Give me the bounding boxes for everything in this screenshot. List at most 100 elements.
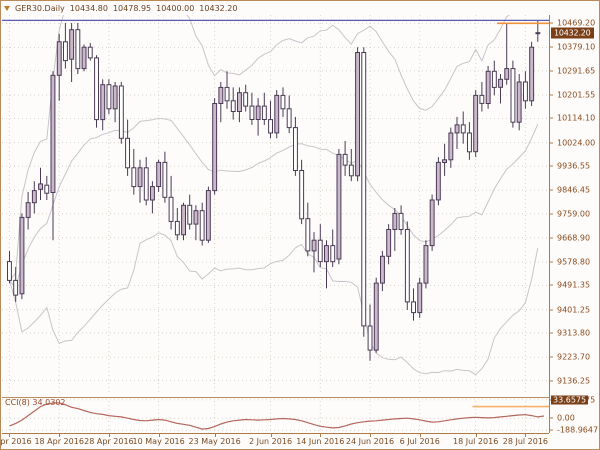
candle-body bbox=[143, 167, 149, 201]
price-axis-label: 10201.55 bbox=[557, 90, 596, 100]
candle bbox=[324, 240, 329, 289]
bollinger-middle-line bbox=[9, 117, 539, 289]
candle-body bbox=[491, 70, 497, 88]
date-axis-label: 18 Jul 2016 bbox=[453, 437, 499, 446]
candle bbox=[411, 288, 417, 321]
cci-axis-tick bbox=[549, 429, 553, 431]
bollinger-lower-line bbox=[9, 232, 539, 376]
price-axis-label: 9668.90 bbox=[557, 233, 591, 243]
date-axis-tick bbox=[9, 433, 11, 437]
candle bbox=[125, 119, 130, 176]
candle-body bbox=[137, 167, 143, 188]
candle-body bbox=[131, 167, 137, 188]
date-axis-tick bbox=[525, 433, 527, 437]
candle bbox=[348, 149, 354, 182]
date-axis-tick bbox=[320, 433, 322, 437]
date-axis-label: 23 May 2016 bbox=[188, 437, 241, 446]
candle bbox=[199, 202, 205, 246]
candle bbox=[435, 157, 441, 206]
candle bbox=[224, 71, 230, 109]
candle-body bbox=[87, 46, 93, 59]
price-axis-label: 10114.10 bbox=[557, 113, 596, 123]
cci-axis-label: 0.00 bbox=[557, 413, 575, 423]
candle-body bbox=[125, 137, 130, 169]
cci-indicator-pane[interactable] bbox=[2, 397, 549, 433]
candle-body bbox=[249, 105, 255, 120]
candle-body bbox=[50, 74, 56, 193]
cci-name-label: CCI(8) bbox=[5, 398, 30, 407]
candle bbox=[504, 23, 510, 85]
candle bbox=[25, 191, 31, 230]
candle bbox=[286, 95, 292, 133]
price-axis-label: 9936.55 bbox=[557, 161, 591, 171]
candle-body bbox=[417, 282, 423, 314]
candle-body bbox=[168, 196, 174, 222]
candle bbox=[305, 202, 311, 257]
candle-body bbox=[19, 216, 25, 295]
candle bbox=[81, 44, 87, 72]
candle bbox=[150, 181, 155, 214]
cci-axis-tick bbox=[549, 417, 553, 419]
price-axis[interactable]: 10469.20 10379.10 10291.65 10201.55 10114.10… bbox=[549, 15, 600, 435]
candle bbox=[261, 92, 267, 125]
symbol-label: GER30.Daily bbox=[15, 4, 65, 13]
date-axis-tick bbox=[158, 433, 160, 437]
axis-line bbox=[549, 15, 550, 433]
candle-body bbox=[460, 124, 466, 134]
candle-body bbox=[94, 57, 99, 121]
candle-body bbox=[429, 199, 435, 247]
candle bbox=[75, 23, 81, 74]
price-axis-label: 9759.00 bbox=[557, 209, 591, 219]
candle-body bbox=[293, 127, 298, 171]
candle-body bbox=[106, 84, 112, 110]
bollinger-upper-line bbox=[9, 15, 511, 281]
candle-body bbox=[156, 161, 162, 187]
candle-body bbox=[286, 108, 292, 129]
candle-body bbox=[367, 325, 373, 351]
price-chart-pane[interactable] bbox=[2, 15, 549, 393]
date-axis-tick bbox=[270, 433, 272, 437]
candle-body bbox=[404, 229, 410, 303]
candle-body bbox=[193, 210, 199, 225]
candle-body bbox=[268, 119, 274, 134]
price-axis-tick bbox=[549, 165, 553, 167]
candle-body bbox=[361, 52, 367, 327]
price-axis-tick bbox=[549, 356, 553, 358]
price-axis-tick bbox=[549, 237, 553, 239]
price-axis-tick bbox=[549, 332, 553, 334]
candle bbox=[386, 224, 392, 265]
candle-body bbox=[38, 183, 43, 190]
triangle-down-icon[interactable] bbox=[4, 6, 10, 11]
candle-body bbox=[63, 41, 68, 62]
candle bbox=[498, 74, 504, 104]
candle-body bbox=[442, 159, 448, 164]
candle bbox=[69, 23, 75, 82]
candlestick-plot bbox=[2, 15, 549, 393]
candle bbox=[442, 143, 448, 176]
price-axis-tick bbox=[549, 380, 553, 382]
candle-body bbox=[386, 229, 392, 257]
price-axis-tick bbox=[549, 22, 553, 24]
price-axis-tick bbox=[549, 261, 553, 263]
candle bbox=[342, 141, 348, 176]
candle-body bbox=[100, 84, 106, 121]
date-axis-label: 14 Jun 2016 bbox=[296, 437, 345, 446]
candle bbox=[143, 157, 149, 206]
price-axis-label: 10291.65 bbox=[557, 66, 596, 76]
candle-body bbox=[162, 161, 168, 198]
candle-body bbox=[181, 204, 187, 236]
candle-body bbox=[380, 255, 385, 284]
candle-body bbox=[13, 279, 19, 296]
candle-body bbox=[299, 170, 305, 220]
date-axis-label: 28 Jul 2016 bbox=[502, 437, 549, 446]
close-value: 10432.20 bbox=[199, 4, 238, 13]
candle bbox=[50, 71, 56, 241]
candle-body bbox=[174, 220, 180, 236]
candle bbox=[473, 90, 479, 158]
date-axis-tick bbox=[475, 433, 477, 437]
price-axis-label: 9313.80 bbox=[557, 328, 591, 338]
date-axis-label: 28 Apr 2016 bbox=[84, 437, 134, 446]
candle-body bbox=[398, 212, 404, 230]
